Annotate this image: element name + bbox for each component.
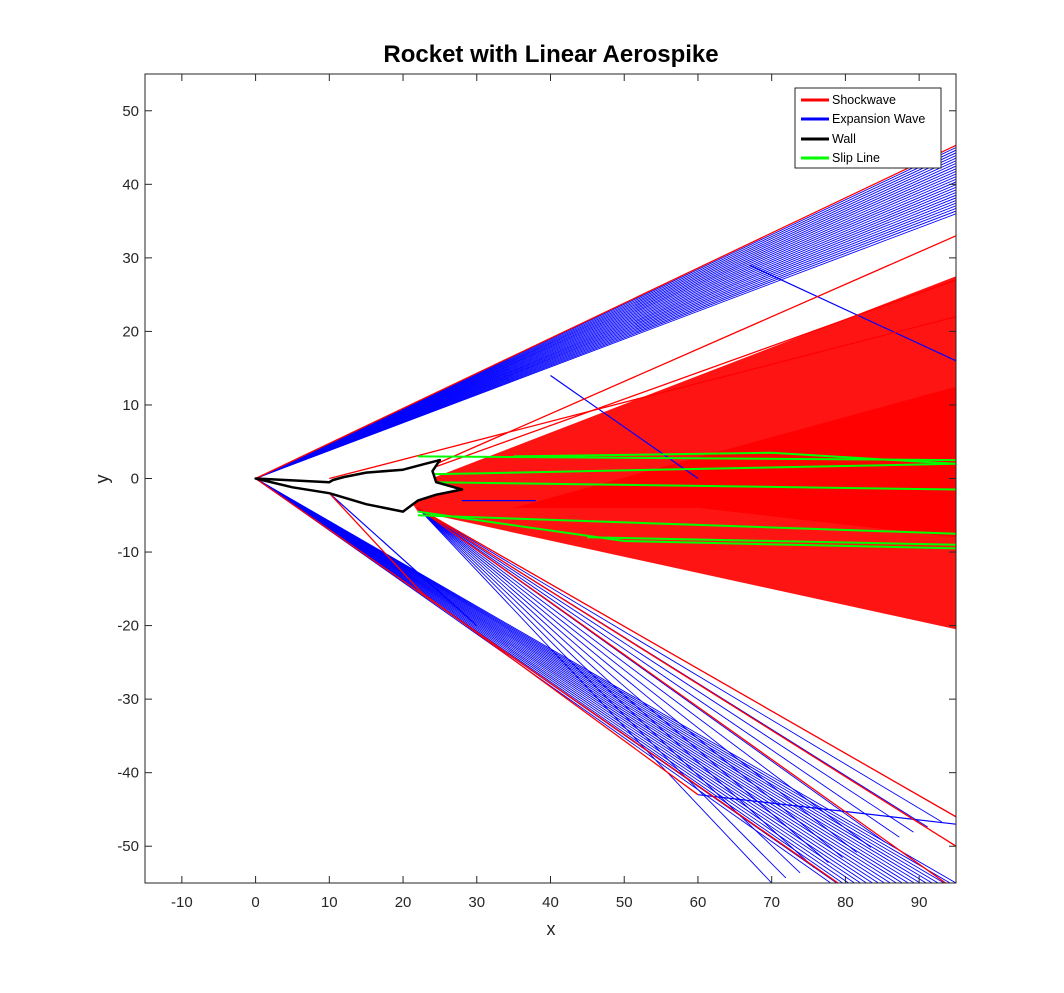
expansion-fan-line bbox=[417, 507, 773, 883]
legend: Shockwave Expansion Wave Wall Slip Line bbox=[794, 87, 942, 169]
y-tick-label: 0 bbox=[131, 471, 139, 488]
x-tick-label: 80 bbox=[837, 894, 854, 911]
expansion-fan-line bbox=[255, 478, 861, 883]
expansion-fan-line bbox=[417, 507, 787, 879]
expansion-wave-line bbox=[550, 375, 699, 479]
expansion-fan-line bbox=[417, 507, 829, 863]
shockwave-line bbox=[417, 507, 947, 883]
expansion-fan-line bbox=[255, 213, 956, 479]
expansion-fan-line bbox=[417, 507, 858, 853]
slip-lines bbox=[402, 451, 956, 550]
expansion-fan-line bbox=[255, 478, 849, 883]
expansion-fan-line bbox=[417, 507, 815, 869]
expansion-fan-line bbox=[255, 478, 956, 883]
y-tick-label: -20 bbox=[117, 618, 139, 635]
x-tick-label: 60 bbox=[690, 894, 707, 911]
y-axis-label: y bbox=[92, 475, 112, 484]
y-tick-label: -30 bbox=[117, 691, 139, 708]
shockwave-line bbox=[402, 235, 956, 480]
expansion-fan-line bbox=[255, 478, 945, 883]
slip-line bbox=[402, 462, 956, 476]
expansion-fan-line bbox=[255, 478, 909, 883]
expansion-fan-line bbox=[255, 478, 867, 883]
x-tick-label: 90 bbox=[911, 894, 928, 911]
shockwave-line bbox=[328, 492, 422, 593]
shockwave-line bbox=[417, 507, 956, 847]
slip-line bbox=[432, 481, 956, 491]
expansion-fan-line bbox=[255, 478, 927, 883]
expansion-fan-line bbox=[255, 478, 951, 883]
y-tick-label: 10 bbox=[122, 397, 139, 414]
legend-label-expansion: Expansion Wave bbox=[832, 112, 925, 126]
expansion-wave-line bbox=[749, 264, 956, 362]
y-tick-label: -50 bbox=[117, 838, 139, 855]
expansion-fan-line bbox=[255, 478, 915, 883]
expansion-fan-line bbox=[255, 478, 873, 883]
shockwave-line bbox=[421, 591, 699, 796]
y-tick-label: 50 bbox=[122, 103, 139, 120]
y-axis-ticks: 50 40 30 20 10 0 -10 -20 -30 -40 -50 bbox=[117, 103, 956, 855]
x-axis-label: x bbox=[547, 919, 556, 939]
x-tick-label: -10 bbox=[171, 894, 193, 911]
slip-line bbox=[417, 514, 956, 535]
slip-line bbox=[587, 536, 956, 546]
legend-label-slip: Slip Line bbox=[832, 151, 880, 165]
expansion-fan-line bbox=[417, 507, 943, 823]
expansion-fans bbox=[255, 147, 956, 883]
x-tick-label: 40 bbox=[542, 894, 559, 911]
x-axis-ticks: -10 0 10 20 30 40 50 60 70 80 90 bbox=[171, 74, 927, 911]
expansion-fan-line bbox=[417, 507, 900, 838]
x-tick-label: 30 bbox=[468, 894, 485, 911]
expansion-fan-line bbox=[255, 478, 885, 883]
x-tick-label: 10 bbox=[321, 894, 338, 911]
x-tick-label: 0 bbox=[251, 894, 259, 911]
shockwave-line bbox=[402, 279, 956, 480]
expansion-fan-line bbox=[417, 507, 872, 848]
y-tick-label: -40 bbox=[117, 765, 139, 782]
shockwave-line bbox=[255, 144, 956, 480]
y-tick-label: -10 bbox=[117, 544, 139, 561]
x-tick-label: 70 bbox=[763, 894, 780, 911]
y-tick-label: 20 bbox=[122, 323, 139, 340]
shockwave-region bbox=[513, 386, 956, 538]
slip-line bbox=[417, 455, 956, 462]
expansion-fan-line bbox=[417, 507, 914, 833]
shockwave-line bbox=[329, 316, 956, 480]
y-tick-label: 40 bbox=[122, 176, 139, 193]
shockwave-line bbox=[417, 507, 956, 818]
expansion-fan-line bbox=[255, 478, 933, 883]
legend-label-wall: Wall bbox=[832, 132, 856, 146]
slip-line bbox=[513, 451, 956, 465]
shockwave-line bbox=[255, 477, 839, 883]
expansion-fan-line bbox=[255, 478, 939, 883]
expansion-fan-line bbox=[255, 478, 855, 883]
expansion-fan-line bbox=[417, 507, 843, 858]
expansion-wave-line bbox=[328, 492, 478, 627]
x-tick-label: 50 bbox=[616, 894, 633, 911]
shockwave-lines bbox=[255, 144, 956, 883]
legend-label-shockwave: Shockwave bbox=[832, 93, 896, 107]
chart-title: Rocket with Linear Aerospike bbox=[383, 41, 718, 68]
slip-line bbox=[417, 510, 956, 550]
y-tick-label: 30 bbox=[122, 250, 139, 267]
x-tick-label: 20 bbox=[395, 894, 412, 911]
expansion-fan-line bbox=[255, 478, 903, 883]
rocket-wall bbox=[254, 458, 464, 513]
wall-outline bbox=[254, 458, 464, 513]
expansion-fan-line bbox=[255, 478, 897, 883]
plot-content bbox=[254, 144, 956, 883]
expansion-fan-line bbox=[255, 478, 891, 883]
